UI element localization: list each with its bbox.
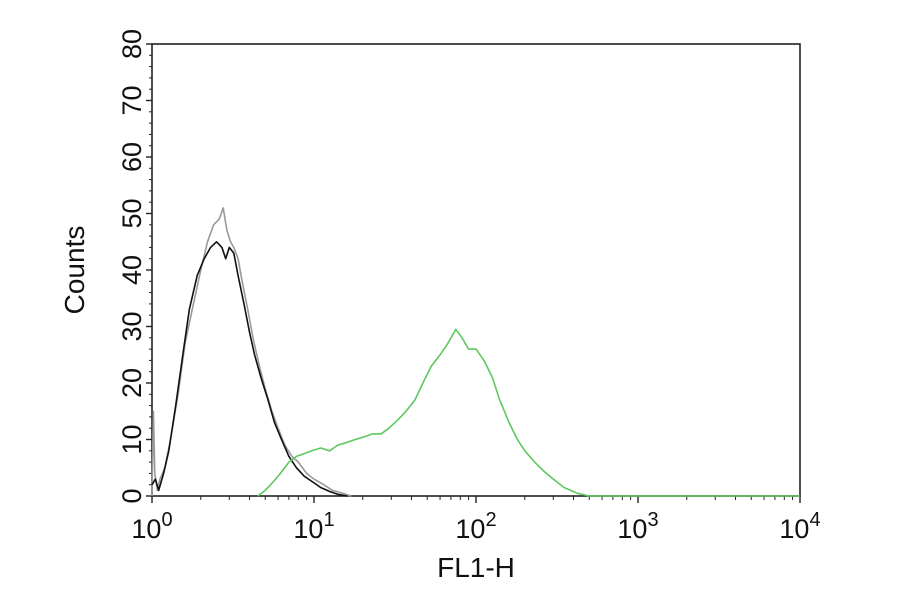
- x-tick-label: 102: [455, 509, 496, 544]
- y-tick-label: 50: [117, 198, 147, 228]
- series-layer: [151, 207, 800, 497]
- x-tick-label: 100: [131, 509, 172, 544]
- series-line-2: [151, 241, 348, 497]
- x-tick-label: 104: [779, 509, 820, 544]
- y-axis-ticks: 0 10 20 30 40 50 60 70 80: [117, 29, 152, 504]
- x-tick-label: 103: [617, 509, 658, 544]
- x-axis-title: FL1-H: [437, 552, 515, 583]
- y-tick-label: 30: [117, 311, 147, 341]
- y-tick-label: 80: [117, 29, 147, 59]
- y-tick-label: 60: [117, 142, 147, 172]
- y-tick-label: 0: [117, 488, 147, 503]
- y-axis-title: Counts: [59, 226, 90, 315]
- x-tick-label: 101: [293, 509, 334, 544]
- y-tick-label: 40: [117, 255, 147, 285]
- y-tick-label: 10: [117, 424, 147, 454]
- y-tick-label: 20: [117, 368, 147, 398]
- x-axis-ticks: 100 101 102 103 104: [131, 496, 821, 544]
- plot-area: [151, 43, 801, 497]
- y-tick-label: 70: [117, 85, 147, 115]
- series-line-3: [257, 328, 800, 497]
